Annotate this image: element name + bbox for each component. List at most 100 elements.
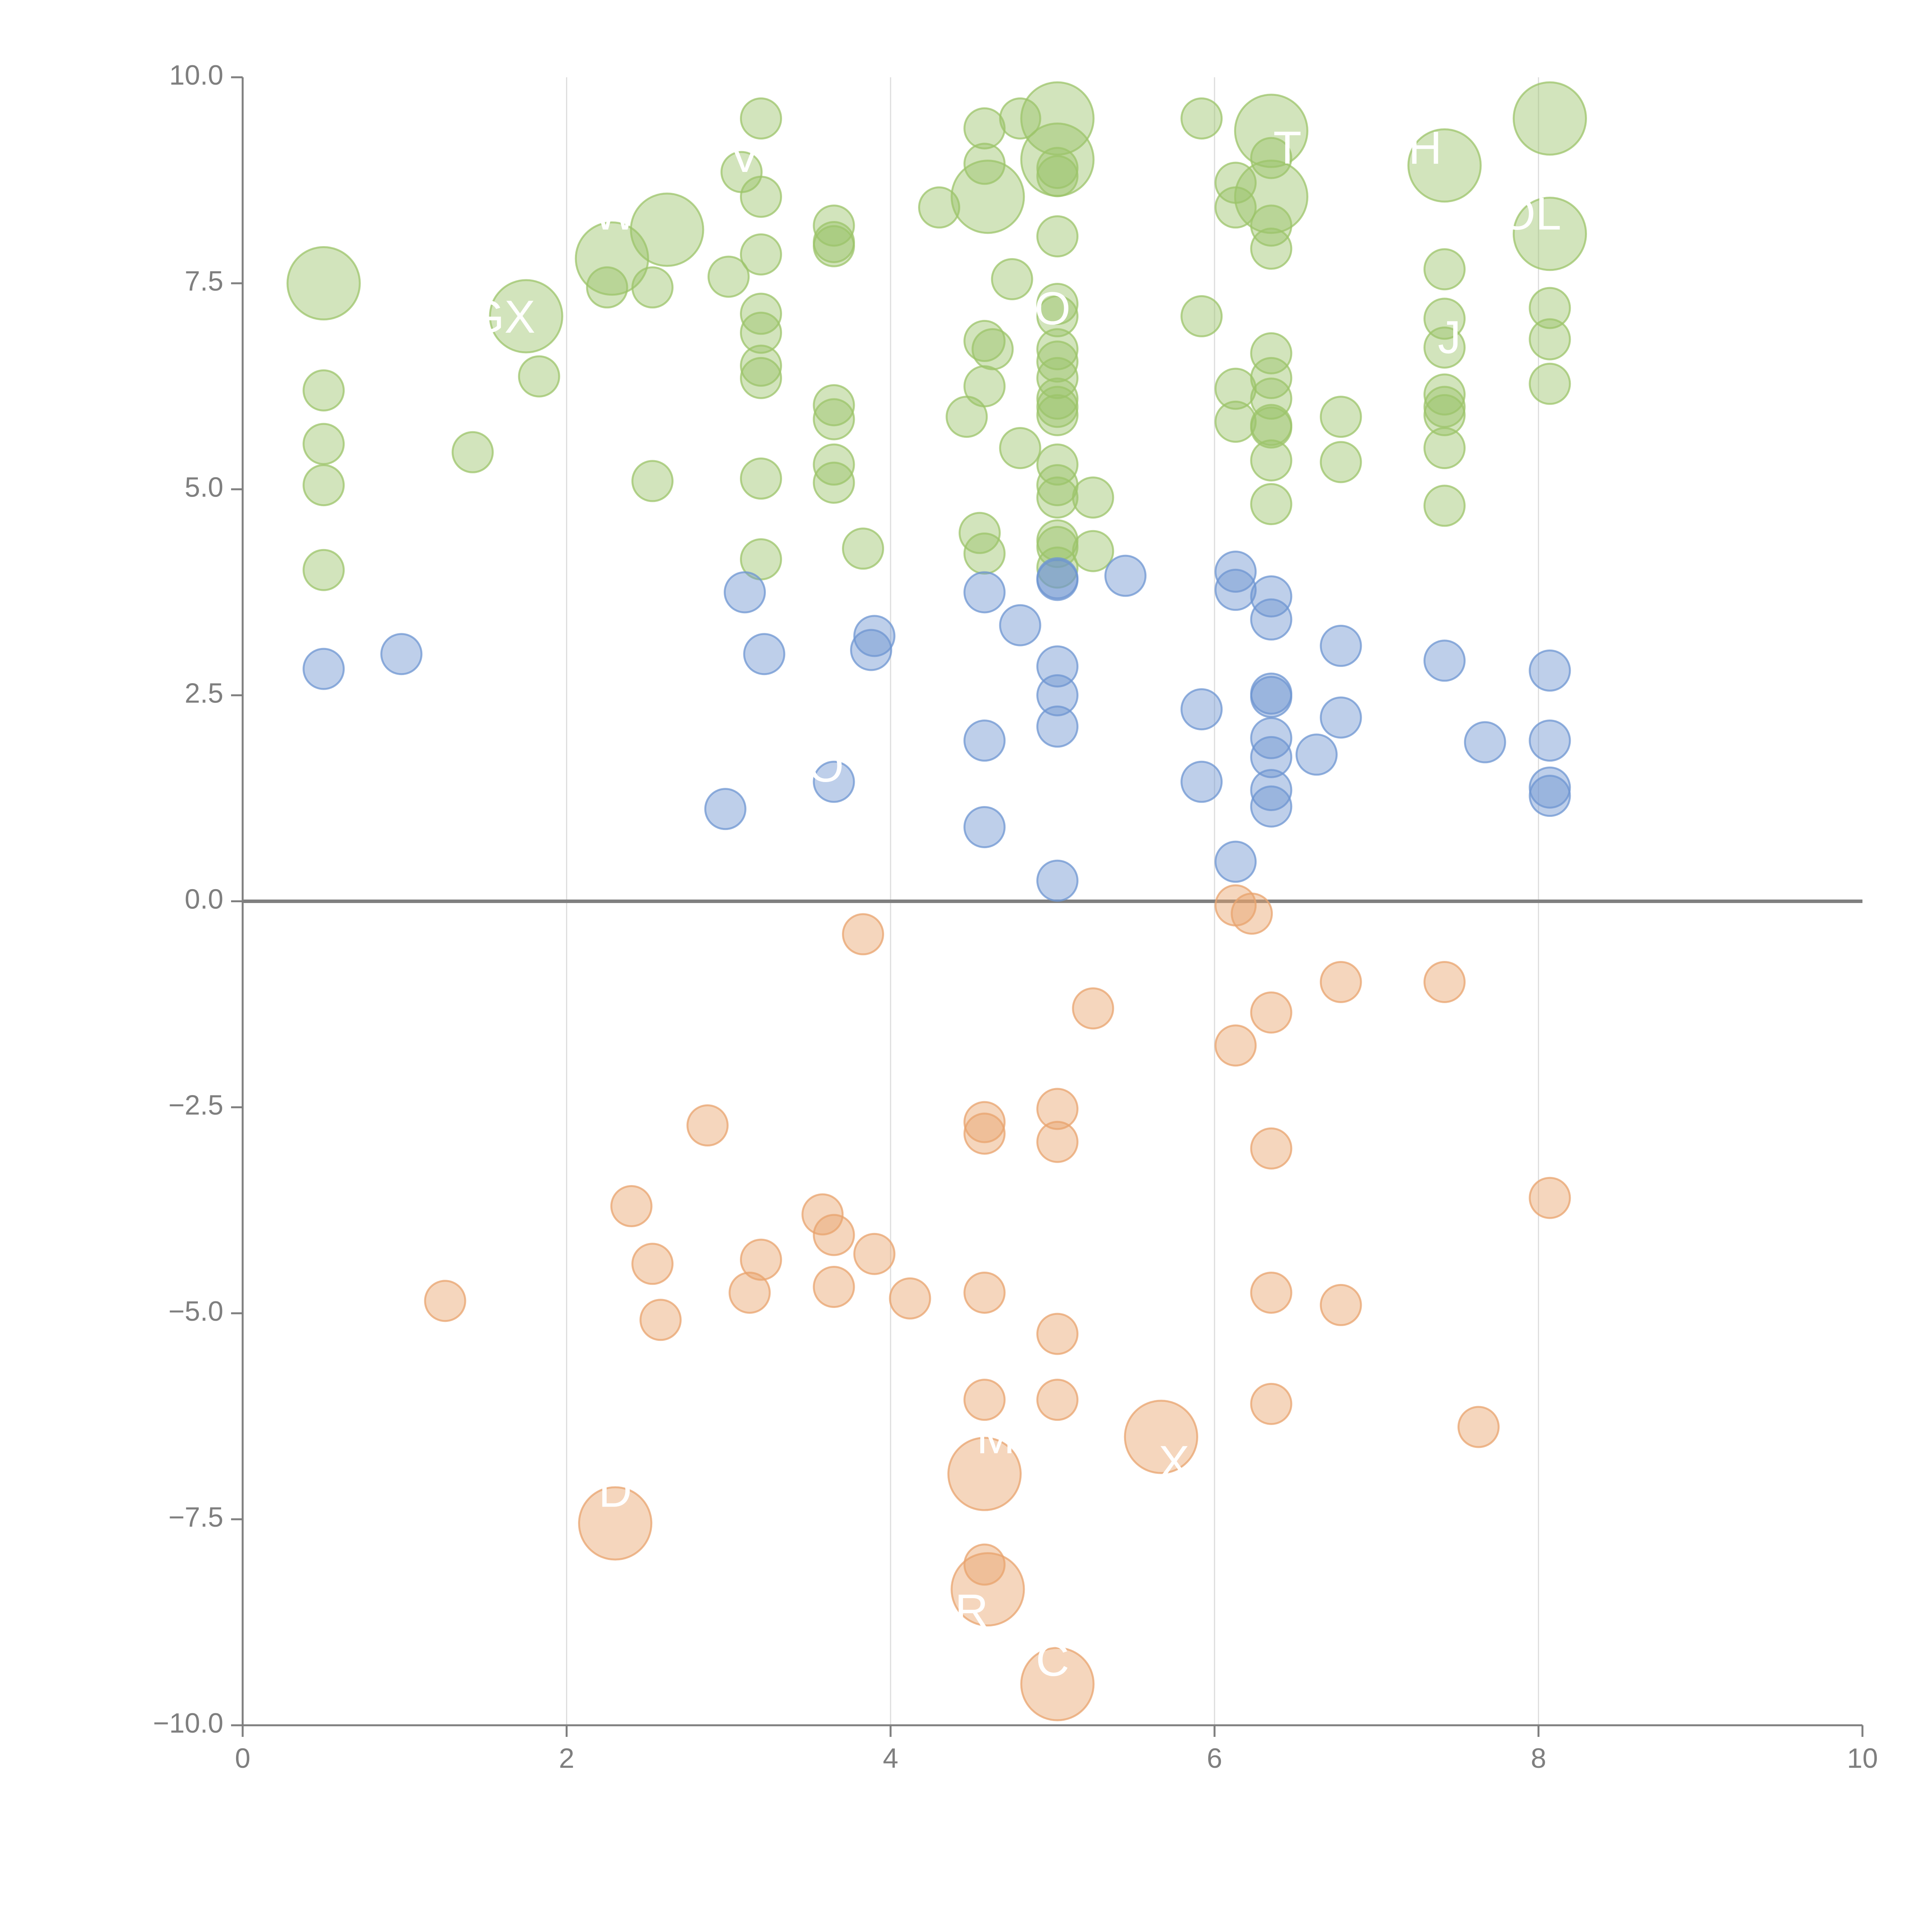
- bubble-positive-high-51: [1036, 295, 1079, 337]
- y-tick-label-−7.5: −7.5: [168, 1502, 223, 1533]
- annotation-label-0: GX: [468, 291, 535, 343]
- annotation-label-1: W: [594, 188, 637, 240]
- bubble-negative-22: [1036, 1121, 1079, 1163]
- y-tick-label-0.0: 0.0: [185, 884, 223, 915]
- y-tick-label-5.0: 5.0: [185, 472, 223, 503]
- annotation-label-4: T: [1273, 122, 1301, 174]
- bubble-positive-high-41: [971, 328, 1014, 371]
- bubble-positive-high-31: [842, 527, 884, 570]
- bubble-positive-high-94: [1423, 485, 1466, 527]
- bubble-positive-high-19: [740, 311, 782, 354]
- bubble-negative-34: [1250, 1383, 1293, 1425]
- annotation-label-10: D: [599, 1465, 632, 1517]
- y-tick-label-−10.0: −10.0: [153, 1708, 223, 1739]
- bubble-negative-29: [1214, 1024, 1257, 1067]
- bubble-positive-high-6: [489, 279, 563, 354]
- bubble-negative-11: [842, 913, 884, 956]
- bubble-negative-31: [1250, 991, 1293, 1034]
- bubble-positive-high-50: [1036, 282, 1079, 325]
- bubble-positive-high-92: [1423, 394, 1466, 436]
- bubble-positive-high-57: [1036, 394, 1079, 436]
- bubble-positive-high-27: [813, 384, 855, 427]
- bubble-positive-high-99: [1529, 362, 1571, 405]
- bubble-positive-low-18: [1104, 554, 1147, 597]
- bubble-positive-low-3: [724, 571, 766, 614]
- bubble-negative-36: [1320, 1284, 1362, 1326]
- annotation-label-2: V: [729, 130, 760, 182]
- bubble-negative-39: [1529, 1177, 1571, 1219]
- bubble-positive-high-63: [1036, 546, 1079, 589]
- bubble-positive-high-39: [963, 532, 1006, 575]
- y-tick-label-−2.5: −2.5: [168, 1090, 223, 1121]
- bubble-positive-high-4: [303, 549, 345, 591]
- bubble-negative-27: [1124, 1400, 1198, 1474]
- bubble-positive-low-33: [1320, 624, 1362, 667]
- bubble-positive-high-77: [1250, 332, 1293, 374]
- bubble-negative-1: [578, 1486, 653, 1561]
- bubble-positive-high-60: [1036, 476, 1079, 519]
- bubble-positive-high-88: [1423, 298, 1466, 340]
- bubble-positive-high-11: [631, 460, 674, 502]
- bubble-positive-high-43: [999, 97, 1041, 140]
- bubble-negative-37: [1423, 961, 1466, 1003]
- bubble-positive-high-22: [740, 457, 782, 500]
- bubble-positive-high-81: [1250, 406, 1293, 449]
- bubble-positive-high-52: [1036, 328, 1079, 371]
- bubble-positive-low-19: [1180, 688, 1223, 731]
- bubble-positive-high-73: [1250, 137, 1293, 179]
- bubble-positive-low-7: [853, 615, 896, 657]
- bubble-positive-high-12: [630, 192, 704, 267]
- bubble-positive-high-75: [1250, 204, 1293, 247]
- x-tick-label-6: 6: [1207, 1743, 1222, 1774]
- bubble-positive-high-85: [1320, 441, 1362, 483]
- bubble-positive-high-42: [991, 258, 1033, 300]
- bubble-positive-high-97: [1529, 287, 1571, 329]
- bubble-positive-high-8: [586, 266, 628, 309]
- bubble-negative-14: [963, 1101, 1006, 1143]
- bubble-positive-high-40: [951, 160, 1025, 234]
- bubbles: [286, 81, 1587, 1721]
- bubble-negative-21: [1036, 1088, 1079, 1130]
- bubble-negative-12: [853, 1233, 896, 1275]
- bubble-positive-low-13: [1036, 559, 1079, 601]
- bubble-positive-low-24: [1250, 575, 1293, 617]
- bubble-negative-25: [1020, 1647, 1095, 1721]
- bubble-positive-high-0: [286, 246, 361, 321]
- bubble-positive-high-17: [740, 233, 782, 276]
- bubble-negative-8: [801, 1193, 844, 1236]
- bubble-negative-20: [951, 1552, 1025, 1627]
- bubble-positive-low-23: [1214, 840, 1257, 883]
- bubble-positive-high-5: [451, 431, 494, 473]
- bubble-positive-high-82: [1250, 439, 1293, 482]
- x-tick-label-2: 2: [559, 1743, 574, 1774]
- bubble-positive-low-11: [999, 604, 1041, 646]
- bubble-positive-high-79: [1250, 378, 1293, 420]
- bubble-positive-high-76: [1250, 228, 1293, 270]
- bubble-positive-low-38: [1529, 719, 1571, 762]
- bubble-positive-low-0: [303, 648, 345, 690]
- bubble-positive-high-37: [963, 320, 1006, 362]
- bubble-positive-low-21: [1214, 551, 1257, 593]
- bubble-positive-high-49: [1036, 215, 1079, 258]
- bubble-positive-low-14: [1036, 645, 1079, 688]
- bubble-positive-low-2: [704, 788, 747, 830]
- bubble-positive-high-70: [1214, 367, 1257, 410]
- bubble-negative-5: [686, 1104, 729, 1147]
- bubble-positive-low-22: [1214, 568, 1257, 611]
- bubble-positive-low-20: [1180, 760, 1223, 803]
- bubble-positive-low-27: [1250, 676, 1293, 718]
- annotation-label-5: H: [1408, 122, 1442, 174]
- bubble-positive-low-37: [1529, 649, 1571, 692]
- bubble-positive-high-65: [1072, 530, 1114, 572]
- bubble-positive-low-29: [1250, 736, 1293, 778]
- bubble-positive-high-38: [963, 365, 1006, 408]
- bubble-positive-high-67: [1180, 295, 1223, 337]
- annotation-label-9: O: [808, 740, 844, 792]
- bubble-positive-high-89: [1423, 326, 1466, 369]
- bubble-negative-38: [1457, 1406, 1500, 1448]
- bubble-positive-high-96: [1512, 197, 1587, 271]
- bubble-positive-high-29: [813, 443, 855, 486]
- bubble-positive-low-15: [1036, 674, 1079, 716]
- annotation-label-7: J: [1438, 311, 1461, 363]
- bubble-negative-10: [813, 1266, 855, 1308]
